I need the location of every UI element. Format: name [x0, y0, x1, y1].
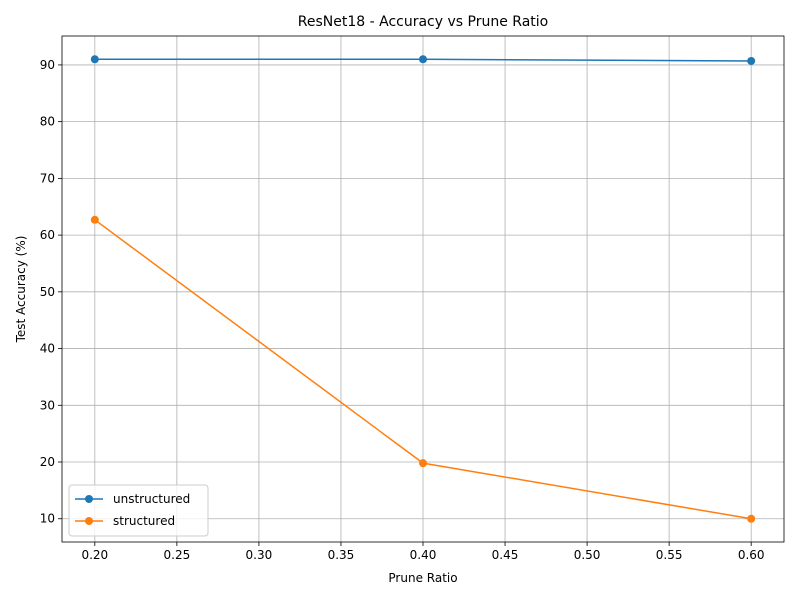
x-tick-label: 0.30 [246, 548, 273, 562]
series-structured [90, 215, 756, 523]
x-axis-ticks: 0.20 0.25 0.30 0.35 0.40 0.45 0.50 0.55 0.60 [81, 542, 765, 562]
y-tick-label: 40 [40, 342, 55, 356]
x-tick-label: 0.45 [492, 548, 519, 562]
y-axis-ticks: 10 20 30 40 50 60 70 80 90 [40, 58, 62, 526]
data-point-unstructured [419, 55, 427, 64]
chart-title: ResNet18 - Accuracy vs Prune Ratio [298, 14, 548, 30]
legend-label: structured [113, 514, 175, 528]
y-tick-label: 10 [40, 512, 55, 526]
x-axis-label: Prune Ratio [388, 571, 457, 585]
y-tick-label: 80 [40, 115, 55, 129]
legend-items: unstructured structured [75, 492, 190, 528]
y-tick-label: 30 [40, 398, 55, 412]
y-tick-label: 90 [40, 58, 55, 72]
legend-label: unstructured [113, 492, 190, 506]
data-point-structured [90, 215, 99, 224]
x-tick-label: 0.60 [738, 548, 765, 562]
legend-swatch-marker [85, 495, 93, 503]
x-tick-label: 0.25 [164, 548, 191, 562]
x-tick-label: 0.55 [656, 548, 683, 562]
legend-entry-unstructured: unstructured [75, 492, 190, 506]
x-tick-label: 0.35 [328, 548, 355, 562]
legend: unstructured structured [68, 484, 209, 537]
data-point-structured [747, 514, 756, 523]
y-tick-label: 70 [40, 171, 55, 185]
x-tick-label: 0.50 [574, 548, 601, 562]
series-layer [90, 55, 756, 523]
y-tick-label: 60 [40, 228, 55, 242]
legend-entry-structured: structured [75, 514, 175, 528]
y-tick-label: 20 [40, 455, 55, 469]
legend-swatch-marker [85, 517, 93, 525]
x-tick-label: 0.40 [410, 548, 437, 562]
data-point-unstructured [747, 56, 756, 65]
y-tick-label: 50 [40, 285, 55, 299]
y-axis-label: Test Accuracy (%) [14, 236, 28, 344]
data-point-structured [419, 459, 427, 468]
x-tick-label: 0.20 [81, 548, 108, 562]
legend-frame [68, 484, 209, 537]
data-point-unstructured [90, 55, 99, 64]
series-unstructured [90, 55, 756, 65]
